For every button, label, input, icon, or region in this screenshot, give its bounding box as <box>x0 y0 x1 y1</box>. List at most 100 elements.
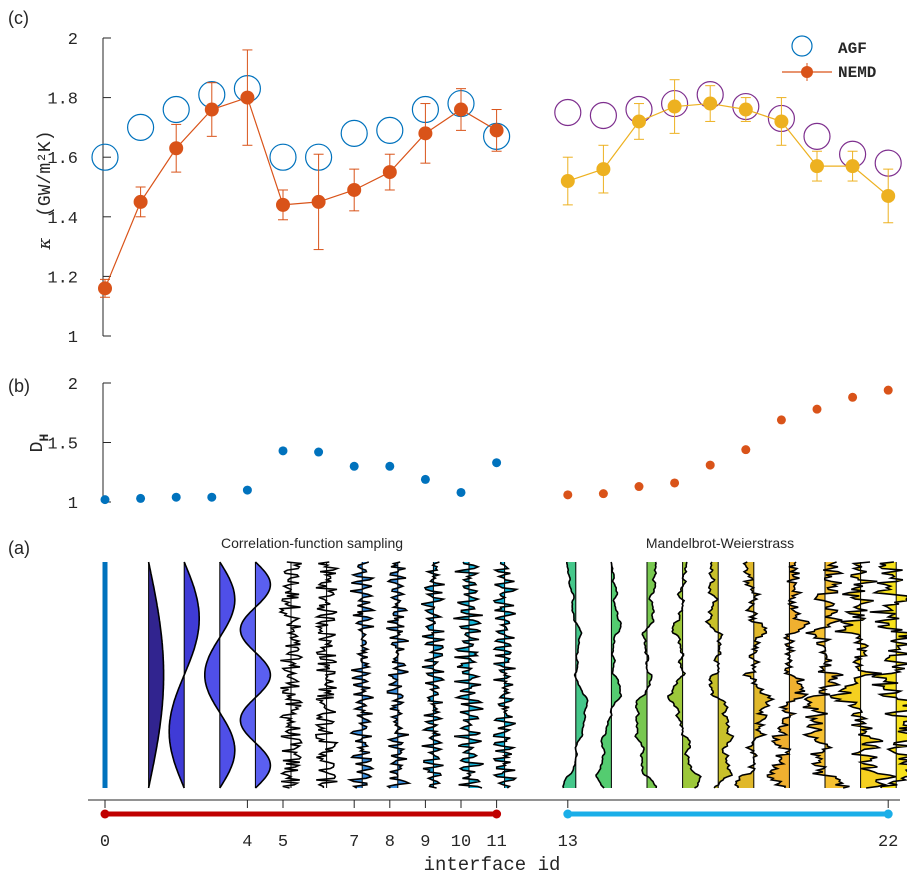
c-point-nemd <box>347 182 362 197</box>
b-point-series-0 <box>171 492 181 502</box>
c-point-nemd-mw <box>845 159 860 174</box>
interface-profiles <box>102 561 907 789</box>
profile-outline <box>801 561 850 789</box>
panel-c-ylabel: κ (GW/m²K) <box>34 130 56 250</box>
b-point-series-0 <box>100 495 110 505</box>
interface-profile-19 <box>766 561 811 789</box>
interface-profile-13 <box>562 561 589 789</box>
interface-profile-5 <box>278 561 304 789</box>
c-point-nemd <box>98 281 112 296</box>
legend-nemd-marker <box>801 66 813 78</box>
c-point-nemd-mw <box>774 114 789 129</box>
profile-outline <box>634 561 658 789</box>
profile-outline <box>420 561 447 789</box>
x-tick-label: 10 <box>451 833 471 852</box>
x-tick-label: 7 <box>349 833 359 852</box>
b-ytick-label: 1.5 <box>47 436 78 455</box>
group-bars <box>100 809 893 819</box>
interface-profile-22 <box>869 561 907 789</box>
panel-c-label: (c) <box>8 8 29 28</box>
b-point-series-0 <box>492 458 502 468</box>
interface-profile-1 <box>147 561 165 789</box>
profile-outline <box>346 561 377 789</box>
profile-fill <box>667 562 701 788</box>
panel-c-ylabel-symbol: κ <box>34 238 55 251</box>
c-point-nemd <box>454 102 468 117</box>
c-point-agf <box>162 95 190 124</box>
profile-outline <box>239 561 272 789</box>
profile-fill <box>596 562 622 788</box>
c-point-agf <box>91 143 119 171</box>
profile-outline <box>562 561 589 789</box>
c-ytick-label: 1.8 <box>47 91 78 110</box>
c-point-nemd-mw <box>881 188 896 203</box>
group-bar-end <box>883 809 893 819</box>
c-point-nemd <box>204 102 219 117</box>
profile-outline <box>147 561 165 789</box>
b-point-series-0 <box>420 474 430 484</box>
c-point-agf <box>340 119 368 147</box>
b-point-series-1 <box>705 460 715 470</box>
c-point-nemd <box>240 90 255 105</box>
profile-outline <box>492 561 520 789</box>
b-point-series-0 <box>136 493 146 503</box>
b-point-series-0 <box>314 447 324 457</box>
c-ytick-label: 2 <box>68 31 78 50</box>
b-point-series-1 <box>670 478 680 488</box>
b-point-series-0 <box>207 492 217 502</box>
profile-outline <box>704 561 735 789</box>
panel-b-label: (b) <box>8 376 30 396</box>
group-label-correlation: Correlation-function sampling <box>221 535 403 551</box>
c-point-nemd-mw <box>703 96 718 111</box>
interface-profile-17 <box>704 561 735 789</box>
panel-b-marks <box>100 385 893 505</box>
c-line-nemd-mw <box>567 102 889 197</box>
profile-outline <box>168 561 200 789</box>
profile-outline <box>313 561 341 789</box>
interface-profile-8 <box>386 561 412 789</box>
c-point-nemd <box>489 123 504 138</box>
panel-c-y-ticks: 1 1.2 1.4 1.6 1.8 2 <box>47 31 111 348</box>
panel-c-marks <box>91 49 902 298</box>
b-point-series-0 <box>349 461 359 471</box>
interface-profile-20 <box>801 561 850 789</box>
profile-fill <box>635 562 657 788</box>
interface-profile-6 <box>313 561 341 789</box>
group-bar-end <box>563 809 573 819</box>
c-point-agf <box>127 113 155 142</box>
profile-outline <box>204 561 236 789</box>
svg-text:DH: DH <box>28 434 52 453</box>
interface-profile-2 <box>168 561 200 789</box>
c-point-nemd-mw <box>738 102 753 117</box>
x-axis-label: interface id <box>424 854 561 876</box>
panel-b-dh-plot: (b) 11.52 DH <box>8 376 893 514</box>
panel-c-ylabel-units: (GW/m²K) <box>36 130 56 216</box>
c-point-nemd-mw <box>596 162 611 177</box>
c-ytick-label: 1.6 <box>47 150 78 169</box>
x-tick-label: 9 <box>420 833 430 852</box>
panel-c-legend: AGF NEMD <box>782 35 876 82</box>
x-tick-label: 5 <box>278 833 288 852</box>
interface-profile-10 <box>453 561 484 789</box>
panel-a-label: (a) <box>8 538 30 558</box>
legend-agf-marker <box>791 35 813 57</box>
b-point-series-0 <box>242 485 252 495</box>
c-point-nemd <box>311 194 326 209</box>
panel-b-ylabel-sub: H <box>37 434 52 442</box>
profile-outline <box>829 561 897 789</box>
x-tick-label: 13 <box>558 833 578 852</box>
svg-text:κ (GW/m²K): κ (GW/m²K) <box>34 130 56 250</box>
x-tick-label: 22 <box>878 833 898 852</box>
c-point-agf-mw <box>803 122 831 150</box>
x-tick-label: 4 <box>242 833 252 852</box>
profile-outline <box>667 561 702 789</box>
group-label-mandelbrot: Mandelbrot-Weierstrass <box>646 535 794 551</box>
profile-fill <box>802 562 850 788</box>
b-point-series-0 <box>385 461 395 471</box>
group-bar-end <box>492 809 502 819</box>
b-ytick-label: 2 <box>68 376 78 395</box>
interface-profile-4 <box>239 561 272 789</box>
c-ytick-label: 1.2 <box>47 269 78 288</box>
panel-b-ylabel: DH <box>28 434 52 453</box>
b-point-series-1 <box>812 404 822 414</box>
